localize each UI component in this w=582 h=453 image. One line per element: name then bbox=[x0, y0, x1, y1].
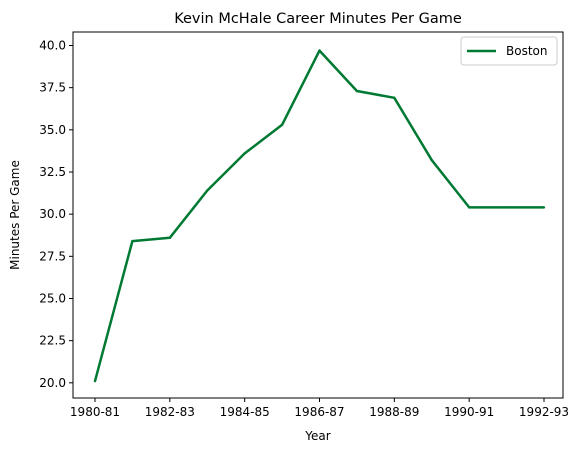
x-tick-label: 1986-87 bbox=[294, 405, 344, 419]
y-tick-label: 30.0 bbox=[39, 207, 66, 221]
data-point bbox=[131, 239, 134, 243]
legend: Boston bbox=[460, 36, 558, 66]
data-point bbox=[355, 89, 359, 93]
legend-box bbox=[460, 36, 558, 66]
data-point bbox=[280, 123, 284, 126]
plot-frame bbox=[72, 31, 564, 399]
data-point bbox=[168, 236, 172, 239]
data-point bbox=[93, 379, 97, 383]
x-tick-label: 1992-93 bbox=[519, 405, 569, 419]
y-tick-label: 27.5 bbox=[39, 249, 66, 263]
chart-title: Kevin McHale Career Minutes Per Game bbox=[174, 11, 462, 27]
x-tick-label: 1988-89 bbox=[369, 405, 419, 419]
y-tick-label: 40.0 bbox=[39, 38, 66, 52]
data-point bbox=[542, 206, 546, 209]
y-tick-label: 37.5 bbox=[39, 81, 66, 95]
legend-label: Boston bbox=[506, 44, 547, 58]
y-axis: 20.0 22.5 25.0 27.5 30.0 32.5 35.0 37.5 40.0 bbox=[39, 38, 73, 390]
data-point bbox=[430, 158, 433, 162]
y-tick-label: 35.0 bbox=[39, 123, 66, 137]
data-point bbox=[467, 206, 471, 209]
x-tick-label: 1980-81 bbox=[70, 405, 120, 419]
x-axis: 1980-81 1982-83 1984-85 1986-87 1988-89 1990-… bbox=[70, 398, 569, 419]
x-tick-label: 1990-91 bbox=[444, 405, 494, 419]
plot-area bbox=[72, 31, 564, 399]
data-point bbox=[206, 189, 209, 192]
y-tick-label: 22.5 bbox=[39, 334, 66, 348]
data-point bbox=[393, 96, 396, 99]
y-tick-label: 32.5 bbox=[39, 165, 66, 179]
y-tick-label: 25.0 bbox=[39, 291, 66, 305]
series-layer bbox=[93, 49, 546, 383]
series-line-boston bbox=[93, 49, 544, 382]
data-point bbox=[318, 49, 321, 52]
data-point bbox=[243, 152, 246, 155]
y-tick-label: 20.0 bbox=[39, 376, 66, 390]
x-tick-label: 1984-85 bbox=[220, 405, 270, 419]
data-point bbox=[505, 206, 508, 209]
x-axis-label: Year bbox=[304, 429, 330, 443]
x-tick-label: 1982-83 bbox=[145, 405, 195, 419]
y-axis-label: Minutes Per Game bbox=[8, 160, 22, 270]
